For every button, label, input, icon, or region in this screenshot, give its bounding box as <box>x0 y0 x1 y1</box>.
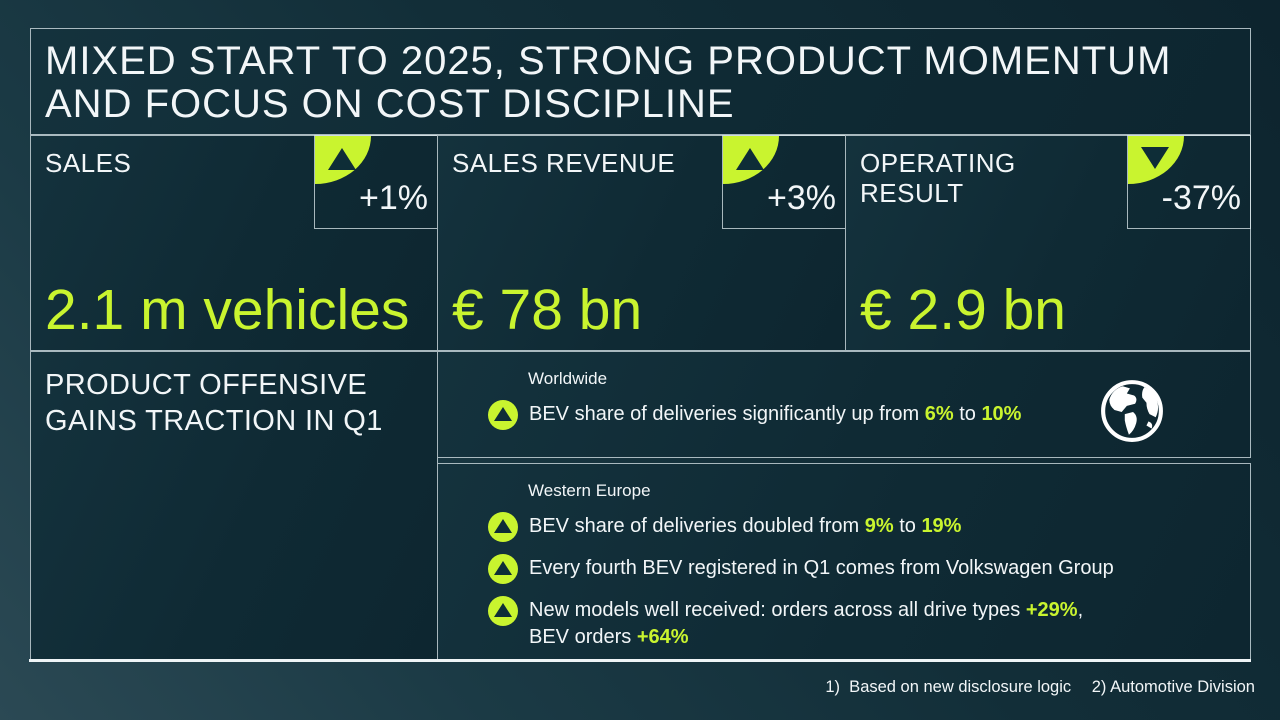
kpi-trend-badge: +1% <box>314 135 438 229</box>
bullet-item: BEV share of deliveries doubled from 9% … <box>488 512 1236 542</box>
kpi-trend-badge: -37% <box>1127 135 1251 229</box>
bullet-text: Every fourth BEV registered in Q1 comes … <box>529 557 1114 579</box>
trend-quarter-shape <box>723 136 779 184</box>
bottom-divider <box>29 659 1251 662</box>
product-heading-line-1: PRODUCT OFFENSIVE <box>45 369 368 401</box>
footnotes: 1) Based on new disclosure logic 2) Auto… <box>825 678 1255 697</box>
kpi-trend-badge: +3% <box>722 135 846 229</box>
product-heading-line-2: GAINS TRACTION IN Q1 <box>45 405 383 437</box>
kpi-value: 2.1 m vehicles <box>45 278 410 342</box>
bullet-text: BEV share of deliveries significantly up… <box>529 403 1022 425</box>
title-box: MIXED START TO 2025, STRONG PRODUCT MOME… <box>30 28 1251 135</box>
product-offensive-box: PRODUCT OFFENSIVE GAINS TRACTION IN Q1 <box>30 351 438 661</box>
kpi-card-operating-result: OPERATING RESULT -37% € 2.9 bn <box>845 135 1251 351</box>
globe-icon <box>1101 380 1163 442</box>
trend-up-icon <box>736 148 764 170</box>
kpi-label: SALES <box>45 148 132 178</box>
bullet-item: New models well received: orders across … <box>488 596 1236 651</box>
trend-down-icon <box>1141 147 1169 169</box>
kpi-value: € 2.9 bn <box>860 278 1067 342</box>
worldwide-panel: Worldwide BEV share of deliveries signif… <box>437 351 1251 458</box>
up-triangle-bullet-icon <box>488 512 518 542</box>
up-triangle-bullet-icon <box>488 554 518 584</box>
kpi-change-value: +3% <box>767 179 836 217</box>
footnote-2: 2) Automotive Division <box>1091 678 1255 696</box>
slide-title-line-1: MIXED START TO 2025, STRONG PRODUCT MOME… <box>45 39 1172 83</box>
region-label-worldwide: Worldwide <box>528 369 608 388</box>
trend-up-icon <box>328 148 356 170</box>
kpi-value: € 78 bn <box>452 278 643 342</box>
up-triangle-bullet-icon <box>488 596 518 626</box>
bullet-item: Every fourth BEV registered in Q1 comes … <box>488 554 1236 584</box>
slide-content: MIXED START TO 2025, STRONG PRODUCT MOME… <box>29 28 1251 662</box>
bullet-text: BEV share of deliveries doubled from 9% … <box>529 515 962 537</box>
bullet-item: BEV share of deliveries significantly up… <box>488 400 1236 430</box>
trend-quarter-shape <box>1128 136 1184 184</box>
slide-title-line-2: AND FOCUS ON COST DISCIPLINE <box>45 82 735 126</box>
kpi-card-sales-revenue: SALES REVENUE +3% € 78 bn <box>437 135 846 351</box>
kpi-change-value: +1% <box>359 179 428 217</box>
trend-quarter-shape <box>315 136 371 184</box>
bullet-text: New models well received: orders across … <box>529 599 1084 648</box>
worldwide-bullet-list: BEV share of deliveries significantly up… <box>488 400 1236 430</box>
region-label-western-europe: Western Europe <box>528 481 651 500</box>
western-europe-bullet-list: BEV share of deliveries doubled from 9% … <box>488 512 1236 651</box>
western-europe-panel: Western Europe BEV share of deliveries d… <box>437 463 1251 661</box>
up-triangle-bullet-icon <box>488 400 518 430</box>
kpi-label: SALES REVENUE <box>452 148 676 178</box>
kpi-change-value: -37% <box>1161 179 1241 217</box>
footnote-1: 1) Based on new disclosure logic <box>825 678 1072 696</box>
kpi-card-sales: SALES +1% 2.1 m vehicles <box>30 135 438 351</box>
kpi-label: OPERATING RESULT <box>860 148 1016 208</box>
